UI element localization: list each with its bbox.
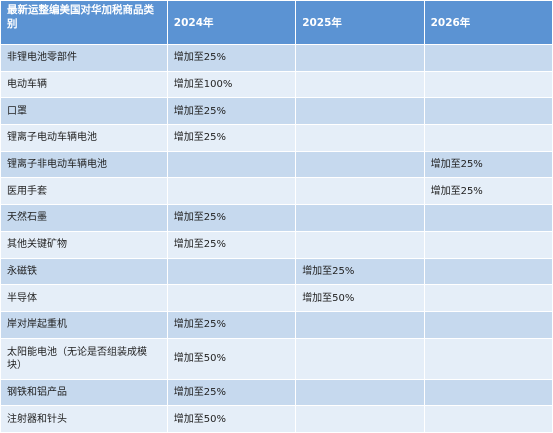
cell-2025: [295, 44, 425, 72]
cell-2026: [423, 204, 553, 232]
cell-2025: [295, 337, 425, 380]
cell-2024: 增加至100%: [166, 70, 297, 99]
cell-category: 永磁铁: [0, 257, 168, 286]
cell-2024: 增加至50%: [166, 405, 297, 433]
cell-category: 锂离子电动车辆电池: [0, 124, 168, 152]
table-row: 医用手套 增加至25%: [0, 177, 553, 206]
cell-2026: 增加至25%: [423, 150, 553, 179]
table-body: 非锂电池零部件 增加至25% 电动车辆 增加至100% 口罩 增加至25% 锂离…: [0, 44, 553, 433]
cell-category: 医用手套: [0, 177, 168, 206]
cell-2026: [423, 44, 553, 72]
header-row: 最新运整编美国对华加税商品类别 2024年 2025年 2026年: [0, 0, 553, 45]
cell-2026: [423, 97, 553, 126]
cell-2026: [423, 284, 553, 312]
cell-2026: [423, 310, 553, 339]
cell-2026: [423, 337, 553, 380]
table-row: 锂离子电动车辆电池 增加至25%: [0, 124, 553, 152]
cell-2024: [166, 257, 297, 286]
cell-category: 岸对岸起重机: [0, 310, 168, 339]
cell-category: 其他关键矿物: [0, 230, 168, 259]
cell-2026: [423, 70, 553, 99]
cell-2026: [423, 257, 553, 286]
cell-category: 天然石墨: [0, 204, 168, 232]
cell-2024: 增加至25%: [166, 44, 297, 72]
table-row: 口罩 增加至25%: [0, 97, 553, 126]
table-row: 锂离子非电动车辆电池 增加至25%: [0, 150, 553, 179]
cell-2025: [295, 70, 425, 99]
cell-category: 钢铁和铝产品: [0, 378, 168, 407]
cell-2025: [295, 310, 425, 339]
table-row: 太阳能电池（无论是否组装成模块） 增加至50%: [0, 337, 553, 380]
table-row: 半导体 增加至50%: [0, 284, 553, 312]
table-row: 永磁铁 增加至25%: [0, 257, 553, 286]
table-row: 天然石墨 增加至25%: [0, 204, 553, 232]
cell-2025: 增加至25%: [295, 257, 425, 286]
header-category: 最新运整编美国对华加税商品类别: [0, 0, 168, 45]
cell-category: 非锂电池零部件: [0, 44, 168, 72]
cell-category: 锂离子非电动车辆电池: [0, 150, 168, 179]
cell-2024: 增加至25%: [166, 230, 297, 259]
cell-2025: 增加至50%: [295, 284, 425, 312]
cell-2026: [423, 230, 553, 259]
header-2024: 2024年: [166, 0, 297, 45]
cell-2026: [423, 378, 553, 407]
cell-category: 半导体: [0, 284, 168, 312]
cell-2025: [295, 204, 425, 232]
cell-2024: 增加至50%: [166, 337, 297, 380]
cell-2024: [166, 284, 297, 312]
cell-2025: [295, 177, 425, 206]
cell-category: 太阳能电池（无论是否组装成模块）: [0, 337, 168, 380]
cell-2024: [166, 150, 297, 179]
cell-2024: 增加至25%: [166, 124, 297, 152]
table-row: 岸对岸起重机 增加至25%: [0, 310, 553, 339]
cell-2025: [295, 150, 425, 179]
cell-2025: [295, 97, 425, 126]
cell-2026: [423, 124, 553, 152]
table-row: 非锂电池零部件 增加至25%: [0, 44, 553, 72]
header-2025: 2025年: [295, 0, 425, 45]
cell-category: 口罩: [0, 97, 168, 126]
cell-2025: [295, 378, 425, 407]
cell-2026: [423, 405, 553, 433]
header-2026: 2026年: [423, 0, 553, 45]
cell-2024: 增加至25%: [166, 378, 297, 407]
cell-2024: 增加至25%: [166, 310, 297, 339]
cell-category: 注射器和针头: [0, 405, 168, 433]
cell-2026: 增加至25%: [423, 177, 553, 206]
cell-2024: [166, 177, 297, 206]
table-header: 最新运整编美国对华加税商品类别 2024年 2025年 2026年: [0, 0, 553, 45]
table-row: 其他关键矿物 增加至25%: [0, 230, 553, 259]
table-row: 钢铁和铝产品 增加至25%: [0, 378, 553, 407]
cell-2024: 增加至25%: [166, 204, 297, 232]
table-row: 注射器和针头 增加至50%: [0, 405, 553, 433]
cell-category: 电动车辆: [0, 70, 168, 99]
cell-2025: [295, 124, 425, 152]
table-row: 电动车辆 增加至100%: [0, 70, 553, 99]
cell-2024: 增加至25%: [166, 97, 297, 126]
cell-2025: [295, 405, 425, 433]
cell-2025: [295, 230, 425, 259]
